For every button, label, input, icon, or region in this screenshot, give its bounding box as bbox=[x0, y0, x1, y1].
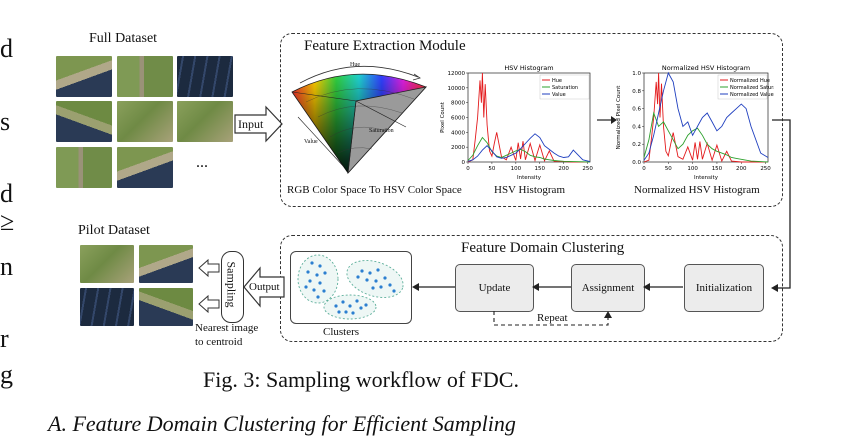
x-tick-label: 50 bbox=[488, 166, 495, 172]
dataset-image bbox=[56, 147, 112, 188]
dataset-image bbox=[117, 147, 173, 188]
y-tick-label: 0.4 bbox=[632, 124, 641, 130]
initialization-label: Initialization bbox=[695, 282, 753, 294]
hue-axis-label: Hue bbox=[350, 62, 360, 68]
series-line-hue bbox=[467, 72, 590, 163]
cone-caption: RGB Color Space To HSV Color Space bbox=[287, 184, 462, 196]
pilot-image bbox=[139, 245, 193, 283]
text-fragment: n bbox=[0, 252, 13, 281]
nearest-image-label: Nearest image bbox=[195, 322, 259, 334]
normalized-hsv-histogram-chart: Normalized HSV Histogram 0 50 100 150 200 250 0… bbox=[616, 64, 774, 181]
x-tick-label: 100 bbox=[511, 166, 522, 172]
legend-label: Normalized Value bbox=[730, 92, 774, 98]
fdc-flow-arrows bbox=[412, 283, 683, 326]
series-line-normalized-saturation bbox=[643, 111, 769, 163]
pilot-image bbox=[80, 288, 134, 326]
repeat-label: Repeat bbox=[534, 312, 571, 324]
sampling-box bbox=[221, 251, 244, 323]
x-tick-label: 200 bbox=[558, 166, 569, 172]
y-tick-label: 8000 bbox=[451, 101, 465, 107]
clusters-illustration bbox=[297, 254, 404, 320]
pilot-image bbox=[139, 288, 193, 326]
dataset-image bbox=[177, 56, 233, 97]
x-tick-label: 0 bbox=[466, 166, 470, 172]
hsv-histogram-chart: HSV Histogram 0 50 100 150 200 250 0 2000 4000 600… bbox=[440, 64, 593, 181]
series-line-normalized-hue bbox=[643, 72, 768, 163]
y-tick-label: 0.8 bbox=[632, 89, 641, 95]
clusters-label: Clusters bbox=[323, 326, 360, 338]
x-tick-label: 250 bbox=[582, 166, 593, 172]
hsv-histogram-caption: HSV Histogram bbox=[494, 184, 565, 196]
figure-caption: Fig. 3: Sampling workflow of FDC. bbox=[203, 367, 519, 392]
x-tick-label: 0 bbox=[642, 166, 646, 172]
section-heading: A. Feature Domain Clustering for Efficie… bbox=[48, 411, 516, 436]
y-tick-label: 2000 bbox=[451, 145, 465, 151]
full-dataset-title: Full Dataset bbox=[89, 31, 158, 46]
initialization-step: Initialization bbox=[684, 264, 764, 312]
assignment-label: Assignment bbox=[581, 282, 635, 294]
saturation-axis-label: Saturation bbox=[369, 128, 394, 134]
x-axis-label: Intensity bbox=[694, 175, 719, 181]
pilot-dataset-title: Pilot Dataset bbox=[78, 223, 150, 238]
connector-to-initialization bbox=[771, 119, 791, 292]
x-tick-label: 50 bbox=[665, 166, 672, 172]
sampling-output-arrows bbox=[198, 258, 220, 314]
dataset-image bbox=[56, 56, 112, 97]
x-axis-label: Intensity bbox=[517, 175, 542, 181]
chart-title: Normalized HSV Histogram bbox=[662, 64, 750, 72]
dataset-image bbox=[56, 101, 112, 142]
y-tick-label: 0 bbox=[462, 160, 466, 166]
legend-label: Value bbox=[552, 92, 566, 98]
output-arrow bbox=[243, 266, 285, 308]
x-tick-label: 150 bbox=[712, 166, 723, 172]
x-tick-label: 250 bbox=[760, 166, 771, 172]
input-label: Input bbox=[238, 117, 264, 131]
y-tick-label: 4000 bbox=[451, 130, 465, 136]
y-tick-label: 6000 bbox=[451, 116, 465, 122]
text-fragment: d bbox=[0, 179, 13, 208]
dataset-image bbox=[177, 101, 233, 142]
series-line-normalized-value bbox=[643, 71, 769, 161]
y-tick-label: 1.0 bbox=[632, 71, 641, 77]
y-tick-label: 10000 bbox=[448, 86, 466, 92]
x-tick-label: 150 bbox=[535, 166, 546, 172]
series-line-value bbox=[467, 133, 591, 163]
normalized-histogram-caption: Normalized HSV Histogram bbox=[634, 184, 760, 196]
y-axis-label: Pixel Count bbox=[440, 101, 446, 133]
input-arrow bbox=[234, 105, 283, 143]
legend-label: Hue bbox=[552, 78, 562, 84]
feature-extraction-title: Feature Extraction Module bbox=[302, 38, 468, 55]
x-tick-label: 200 bbox=[736, 166, 747, 172]
legend-label: Normalized Hue bbox=[730, 78, 770, 84]
y-tick-label: 0.6 bbox=[632, 107, 641, 113]
series-line-saturation bbox=[467, 136, 591, 163]
x-tick-label: 100 bbox=[687, 166, 698, 172]
text-fragment: ≥ bbox=[0, 207, 15, 236]
text-fragment: g bbox=[0, 360, 13, 389]
dataset-image bbox=[117, 101, 173, 142]
y-axis-label: Normalized Pixel Count bbox=[616, 85, 622, 150]
pilot-image bbox=[80, 245, 134, 283]
more-images-ellipsis: ... bbox=[196, 154, 208, 171]
to-centroid-label: to centroid bbox=[195, 336, 243, 348]
flow-arrow bbox=[597, 116, 617, 124]
chart-title: HSV Histogram bbox=[504, 64, 553, 72]
value-axis-label: Value bbox=[304, 139, 318, 145]
text-fragment: r bbox=[0, 324, 9, 353]
output-label: Output bbox=[249, 281, 280, 293]
y-tick-label: 12000 bbox=[448, 71, 466, 77]
legend-label: Normalized Saturation bbox=[730, 85, 774, 91]
y-tick-label: 0.2 bbox=[632, 142, 641, 148]
text-fragment: d bbox=[0, 34, 13, 63]
hsv-cone-diagram bbox=[291, 65, 428, 175]
fdc-title: Feature Domain Clustering bbox=[461, 240, 625, 256]
y-tick-label: 0.0 bbox=[632, 160, 641, 166]
dataset-image bbox=[117, 56, 173, 97]
update-label: Update bbox=[478, 282, 511, 294]
sampling-label: Sampling bbox=[224, 261, 239, 308]
legend-label: Saturation bbox=[552, 85, 578, 91]
text-fragment: s bbox=[0, 107, 11, 136]
